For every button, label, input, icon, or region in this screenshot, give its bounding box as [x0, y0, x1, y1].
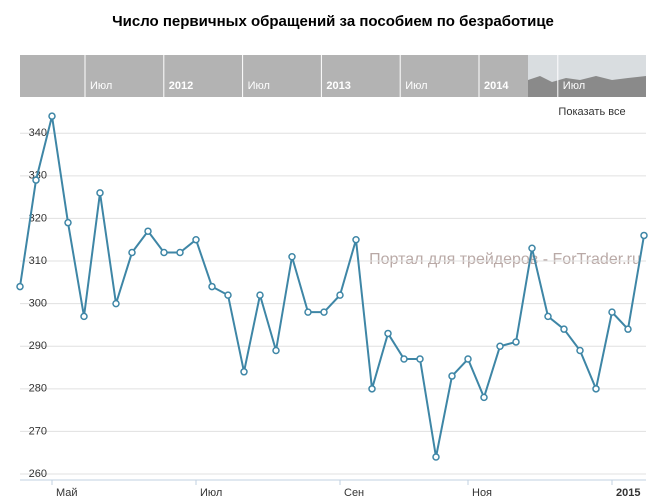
y-tick-label: 340 — [29, 127, 47, 139]
data-point — [576, 346, 584, 355]
navigator[interactable]: Июл 2012 Июл 2013 Июл 2014 Июл — [20, 55, 646, 97]
data-point — [480, 393, 488, 402]
data-point — [240, 368, 248, 376]
data-point — [496, 342, 504, 350]
navigator-label: 2014 — [484, 80, 509, 92]
data-point — [32, 176, 40, 184]
y-tick-label: 270 — [29, 425, 47, 437]
data-point — [224, 291, 232, 299]
navigator-label: Июл — [90, 80, 112, 92]
data-point — [640, 231, 648, 240]
data-point — [608, 308, 616, 316]
x-tick-label: Ноя — [472, 487, 492, 499]
data-point — [544, 312, 552, 321]
data-point — [272, 346, 280, 355]
data-point — [48, 112, 56, 120]
y-tick-label: 300 — [29, 298, 47, 310]
data-point — [336, 291, 344, 299]
y-tick-label: 320 — [29, 212, 47, 224]
data-point — [16, 282, 24, 291]
data-point — [288, 253, 296, 261]
x-tick-label: Сен — [344, 487, 364, 499]
data-point — [368, 385, 376, 393]
data-point — [592, 385, 600, 393]
data-point — [320, 308, 328, 316]
data-point — [128, 248, 136, 257]
watermark: Портал для трейдеров - ForTrader.ru — [369, 251, 641, 268]
data-point — [144, 227, 152, 235]
data-point — [208, 282, 216, 291]
data-point — [384, 329, 392, 338]
data-point — [512, 338, 520, 346]
data-point — [192, 235, 200, 244]
data-point — [464, 355, 472, 363]
data-point — [80, 312, 88, 321]
data-point — [528, 244, 536, 252]
data-point — [112, 299, 120, 308]
x-tick-label: Июл — [200, 487, 222, 499]
data-point — [432, 453, 440, 461]
show-all-button[interactable] — [548, 102, 636, 122]
data-point — [448, 372, 456, 380]
navigator-label: Июл — [248, 80, 270, 92]
series-line — [19, 115, 645, 458]
navigator-label: Июл — [405, 80, 427, 92]
x-tick-label: 2015 — [616, 487, 640, 499]
navigator-label: 2013 — [326, 80, 350, 92]
y-tick-label: 280 — [29, 383, 47, 395]
show-all-label[interactable]: Показать все — [558, 106, 625, 118]
x-tick-label: Май — [56, 487, 78, 499]
data-point — [400, 355, 408, 363]
data-point — [64, 218, 72, 227]
data-point — [352, 235, 360, 244]
y-tick-label: 260 — [29, 468, 47, 480]
navigator-label: Июл — [563, 80, 585, 92]
data-point — [256, 291, 264, 299]
data-point — [416, 355, 424, 363]
y-tick-label: 310 — [29, 255, 47, 267]
data-point — [96, 189, 104, 197]
chart-title: Число первичных обращений за пособием по… — [112, 13, 554, 30]
data-point — [560, 325, 568, 333]
y-tick-label: 290 — [29, 340, 47, 352]
data-point — [176, 248, 184, 257]
data-point — [304, 308, 312, 316]
navigator-label: 2012 — [169, 80, 193, 92]
navigator-series — [528, 76, 646, 97]
data-point — [160, 248, 168, 257]
data-point — [624, 325, 632, 333]
